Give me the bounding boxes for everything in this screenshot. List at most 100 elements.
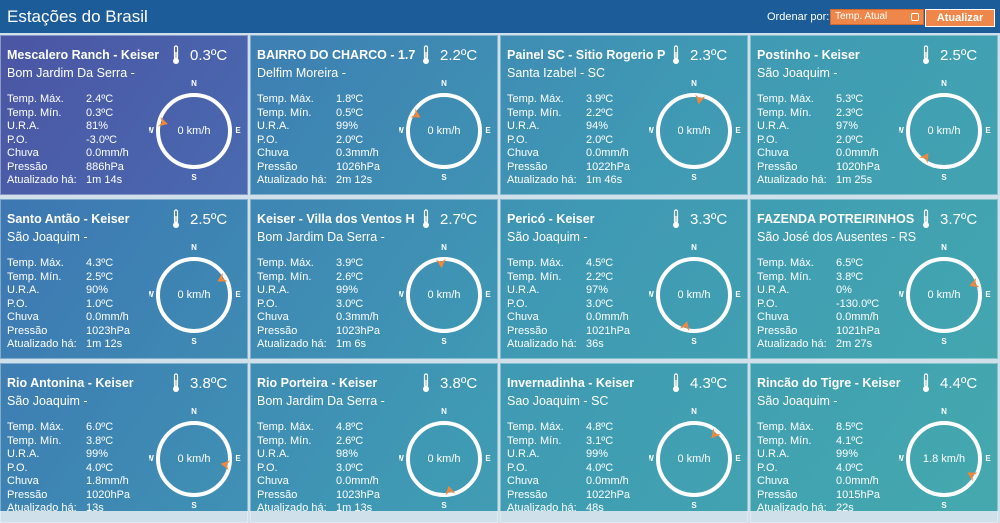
stat-label: Atualizado há: bbox=[757, 502, 827, 514]
stat-value: 6.0ºC bbox=[86, 421, 114, 433]
station-name: Invernadinha - Keiser bbox=[507, 376, 635, 390]
location: Bom Jardim Da Serra - bbox=[257, 394, 385, 408]
compass-ring bbox=[156, 257, 232, 333]
stat-value: 2.3ºC bbox=[836, 106, 864, 119]
station-card[interactable]: Rincão do Tigre - Keiser 4.4ºC São Joaquim… bbox=[750, 363, 998, 523]
stat-value: 1m 6s bbox=[336, 338, 366, 350]
stat-label: P.O. bbox=[257, 461, 278, 474]
stat-value: 94% bbox=[586, 120, 609, 132]
stat-value: 3.0ºC bbox=[586, 297, 614, 310]
compass-letter: N bbox=[691, 243, 697, 252]
station-name: Pericó - Keiser bbox=[507, 212, 595, 226]
stat-value: 3.8ºC bbox=[86, 434, 114, 447]
sort-select[interactable]: Temp. Atual bbox=[830, 9, 924, 25]
wind-speed: 0 km/h bbox=[677, 289, 710, 301]
stat-value: 99% bbox=[336, 120, 359, 132]
stat-value: 97% bbox=[586, 284, 609, 296]
stat-label: Chuva bbox=[757, 475, 789, 487]
wind-arrow bbox=[435, 258, 446, 269]
station-card[interactable]: Postinho - Keiser 2.5ºC São Joaquim - Temp.… bbox=[750, 35, 998, 195]
station-card[interactable]: Painel SC - Sitio Rogerio Pi 2.3ºC Santa I… bbox=[500, 35, 748, 195]
stat-value: 1m 13s bbox=[336, 502, 373, 514]
stat-value: 1.8mm/h bbox=[86, 475, 129, 487]
compass-letter: E bbox=[985, 290, 991, 299]
compass-letter: E bbox=[735, 126, 741, 135]
station-card[interactable]: Rio Porteira - Keiser 3.8ºC Bom Jardim Da … bbox=[250, 363, 498, 523]
wind-speed: 0 km/h bbox=[177, 453, 210, 465]
stat-value: 8.5ºC bbox=[836, 421, 864, 433]
wind-arrow bbox=[157, 116, 168, 127]
stat-value: 1026hPa bbox=[336, 160, 381, 173]
stat-label: Atualizado há: bbox=[257, 174, 327, 186]
stat-value: 99% bbox=[836, 448, 859, 460]
compass-letter: N bbox=[941, 79, 947, 88]
stat-value: 0.0mm/h bbox=[86, 147, 129, 159]
stat-value: 1022hPa bbox=[586, 160, 631, 173]
stat-label: P.O. bbox=[507, 133, 528, 146]
stat-value: 1021hPa bbox=[836, 324, 881, 337]
station-card[interactable]: BAIRRO DO CHARCO - 1.7 2.2ºC Delfim Moreir… bbox=[250, 35, 498, 195]
compass-letter: E bbox=[735, 454, 741, 463]
stat-value: 1020hPa bbox=[86, 488, 131, 501]
current-temp: 0.3ºC bbox=[190, 47, 228, 64]
refresh-button[interactable]: Atualizar bbox=[925, 9, 995, 27]
title: Estações do Brasil bbox=[7, 7, 148, 26]
location: São Joaquim - bbox=[7, 394, 88, 408]
stat-label: P.O. bbox=[757, 297, 778, 310]
thermometer-icon bbox=[923, 45, 929, 64]
stat-value: 48s bbox=[586, 502, 604, 514]
stat-label: P.O. bbox=[7, 133, 28, 146]
station-card[interactable]: FAZENDA POTREIRINHOS 3.7ºC São José dos Au… bbox=[750, 199, 998, 359]
wind-compass: N E S W 0 km/h bbox=[149, 407, 241, 510]
station-card[interactable]: Keiser - Villa dos Ventos H 2.7ºC Bom Jard… bbox=[250, 199, 498, 359]
wind-speed: 1.8 km/h bbox=[923, 453, 965, 465]
stat-label: Temp. Máx. bbox=[507, 93, 564, 105]
wind-compass: N E S W 0 km/h bbox=[899, 243, 991, 346]
compass-letter: S bbox=[191, 337, 197, 346]
station-name: Postinho - Keiser bbox=[757, 48, 860, 62]
station-card[interactable]: Rio Antonina - Keiser 3.8ºC São Joaquim - T… bbox=[0, 363, 248, 523]
station-name: Mescalero Ranch - Keiser bbox=[7, 48, 160, 62]
wind-arrow bbox=[445, 485, 456, 496]
current-temp: 3.8ºC bbox=[440, 375, 478, 392]
stat-label: Chuva bbox=[507, 475, 539, 487]
stat-label: Chuva bbox=[7, 147, 39, 159]
stat-value: -3.0ºC bbox=[86, 133, 117, 146]
compass-letter: N bbox=[941, 243, 947, 252]
sort-label: Ordenar por: bbox=[767, 11, 830, 23]
wind-speed: 0 km/h bbox=[427, 125, 460, 137]
wind-speed: 0 km/h bbox=[927, 125, 960, 137]
stat-label: Temp. Máx. bbox=[257, 421, 314, 433]
wind-compass: N E S W 0 km/h bbox=[649, 407, 741, 510]
station-card[interactable]: Invernadinha - Keiser 4.3ºC Sao Joaquim - … bbox=[500, 363, 748, 523]
stat-value: 5.3ºC bbox=[836, 93, 864, 105]
stat-value: 2.0ºC bbox=[586, 133, 614, 146]
thermometer-icon bbox=[423, 373, 429, 392]
stat-value: 98% bbox=[336, 448, 359, 460]
stat-value: -130.0ºC bbox=[836, 297, 880, 310]
stat-label: U.R.A. bbox=[7, 284, 40, 296]
compass-letter: W bbox=[149, 126, 154, 135]
stat-value: 4.0ºC bbox=[86, 461, 114, 474]
stat-label: Temp. Máx. bbox=[257, 93, 314, 105]
compass-letter: W bbox=[649, 126, 654, 135]
compass-letter: N bbox=[441, 79, 447, 88]
station-card[interactable]: Pericó - Keiser 3.3ºC São Joaquim - Temp. M… bbox=[500, 199, 748, 359]
stat-label: P.O. bbox=[507, 461, 528, 474]
stat-value: 0.0mm/h bbox=[836, 147, 879, 159]
compass-letter: N bbox=[191, 243, 197, 252]
wind-arrow bbox=[919, 153, 929, 164]
station-card[interactable]: Mescalero Ranch - Keiser 0.3ºC Bom Jardim … bbox=[0, 35, 248, 195]
stat-label: Temp. Máx. bbox=[757, 257, 814, 269]
stat-label: Chuva bbox=[257, 311, 289, 323]
location: São Joaquim - bbox=[757, 394, 838, 408]
compass-letter: W bbox=[899, 454, 904, 463]
station-card[interactable]: Santo Antão - Keiser 2.5ºC São Joaquim - Te… bbox=[0, 199, 248, 359]
stat-label: Pressão bbox=[507, 324, 548, 337]
compass-letter: S bbox=[191, 501, 197, 510]
stat-value: 1m 25s bbox=[836, 174, 873, 186]
location: Bom Jardim Da Serra - bbox=[257, 230, 385, 244]
wind-arrow bbox=[711, 428, 721, 439]
stat-label: Pressão bbox=[7, 324, 48, 337]
stat-label: Temp. Mín. bbox=[7, 270, 62, 283]
